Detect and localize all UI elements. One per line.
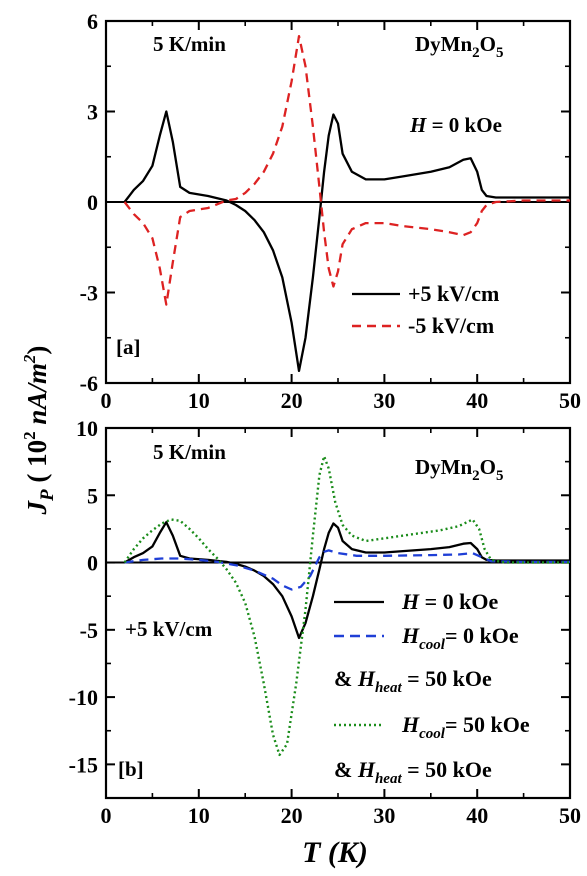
panel-b-xtick-label: 30 <box>373 803 395 828</box>
panel-b-xtick-label: 50 <box>559 803 581 828</box>
panel-a-xtick-label: 10 <box>188 388 210 413</box>
x-axis-label: T (K) <box>302 836 368 869</box>
panel-a-ytick-label: 3 <box>87 100 98 125</box>
panel-a-series-1-line <box>123 34 570 306</box>
legend-label-h0: H = 0 kOe <box>401 589 499 614</box>
legend-label-hcool50-cont: & Hheat = 50 kOe <box>334 757 492 787</box>
panel-a-xtick-label: 40 <box>466 388 488 413</box>
panel-a-rate-annotation: 5 K/min <box>153 32 226 56</box>
panel-a-xtick-label: 20 <box>281 388 303 413</box>
panel-a-xtick-label: 30 <box>373 388 395 413</box>
legend-label-plus5: +5 kV/cm <box>408 281 499 306</box>
panel-a-xtick-label: 50 <box>559 388 581 413</box>
panel-a-label: [a] <box>116 335 141 359</box>
legend-label-hcool0-cont: & Hheat = 50 kOe <box>334 666 492 696</box>
panel-b-xtick-label: 20 <box>281 803 303 828</box>
panel-b-legend: H = 0 kOe Hcool= 0 kOe & Hheat = 50 kOe … <box>334 589 530 787</box>
panel-a-series-0-line <box>123 110 570 373</box>
panel-a-field-annotation: H = 0 kOe <box>409 113 502 137</box>
panel-b-series-2-line <box>123 455 570 757</box>
panel-b-ytick-label: -15 <box>69 752 98 777</box>
panel-a-legend: +5 kV/cm -5 kV/cm <box>352 281 499 338</box>
panel-a-ytick-label: 0 <box>87 190 98 215</box>
panel-b-ticks: 0 10 20 30 40 50 -15 -10 -5 0 5 10 <box>69 416 581 828</box>
panel-b-series-1-line <box>124 549 570 591</box>
panel-b-ytick-label: 0 <box>87 551 98 576</box>
panel-a-xtick-label: 0 <box>101 388 112 413</box>
panel-a-ytick-label: -3 <box>80 281 98 306</box>
panel-b-xtick-label: 10 <box>188 803 210 828</box>
panel-a-compound-annotation: DyMn2O5 <box>415 32 504 61</box>
panel-b-xtick-label: 0 <box>101 803 112 828</box>
panel-a-series <box>123 34 570 373</box>
panel-b-label: [b] <box>118 757 144 781</box>
panel-b-ytick-label: 5 <box>87 483 98 508</box>
panel-b-series <box>123 455 570 757</box>
legend-label-hcool0: Hcool= 0 kOe <box>401 623 519 653</box>
panel-b-series-0-line <box>124 521 570 640</box>
panel-a-ytick-label: 6 <box>87 9 98 34</box>
panel-a-ticks: 0 10 20 30 40 50 -6 -3 0 3 6 <box>80 9 581 413</box>
legend-label-minus5: -5 kV/cm <box>408 313 494 338</box>
panel-b-rate-annotation: 5 K/min <box>153 440 226 464</box>
panel-a: 0 10 20 30 40 50 -6 -3 0 3 6 5 K/min DyMn2O5 H = 0… <box>80 9 581 413</box>
panel-b-ytick-label: 10 <box>76 416 98 441</box>
y-axis-label: JP ( 102 nA/m2) <box>20 346 58 516</box>
panel-b-ytick-label: -10 <box>69 685 98 710</box>
panel-b-ytick-label: -5 <box>80 618 98 643</box>
legend-label-hcool50: Hcool= 50 kOe <box>401 712 530 742</box>
panel-a-ytick-label: -6 <box>80 371 98 396</box>
panel-b-xtick-label: 40 <box>466 803 488 828</box>
panel-b-voltage-annotation: +5 kV/cm <box>125 617 213 641</box>
panel-b-compound-annotation: DyMn2O5 <box>415 455 504 484</box>
